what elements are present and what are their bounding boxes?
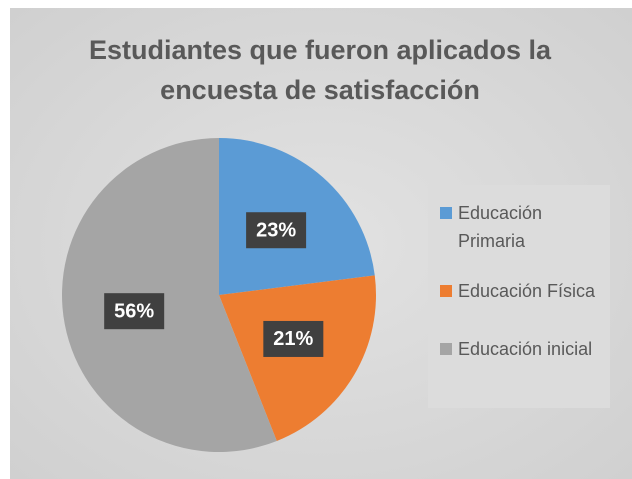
legend-label: Educación Física [458,281,596,301]
legend-swatch [440,343,452,355]
data-label-box [246,212,307,249]
pie-slice [62,137,277,452]
pie-slice [219,275,376,441]
legend-item: Educación Física [440,277,610,305]
data-label: 23% [256,220,296,242]
legend-swatch [440,207,452,219]
data-label-box [263,320,324,357]
chart-title: Estudiantes que fueron aplicados la encu… [88,35,552,105]
chart-area: Estudiantes que fueron aplicados la encu… [10,8,632,479]
legend-item: Educación inicial [440,335,610,363]
data-label: 56% [114,300,154,322]
chart: 23% 21% 56% [62,137,376,452]
data-label-box [104,293,165,330]
legend-label: Educación Primaria [458,203,543,251]
data-label: 21% [273,328,313,350]
legend-item: Educación Primaria [440,199,610,255]
legend: Educación Primaria Educación Física Educac… [428,185,610,408]
legend-swatch [440,285,452,297]
legend-label: Educación inicial [458,339,593,359]
